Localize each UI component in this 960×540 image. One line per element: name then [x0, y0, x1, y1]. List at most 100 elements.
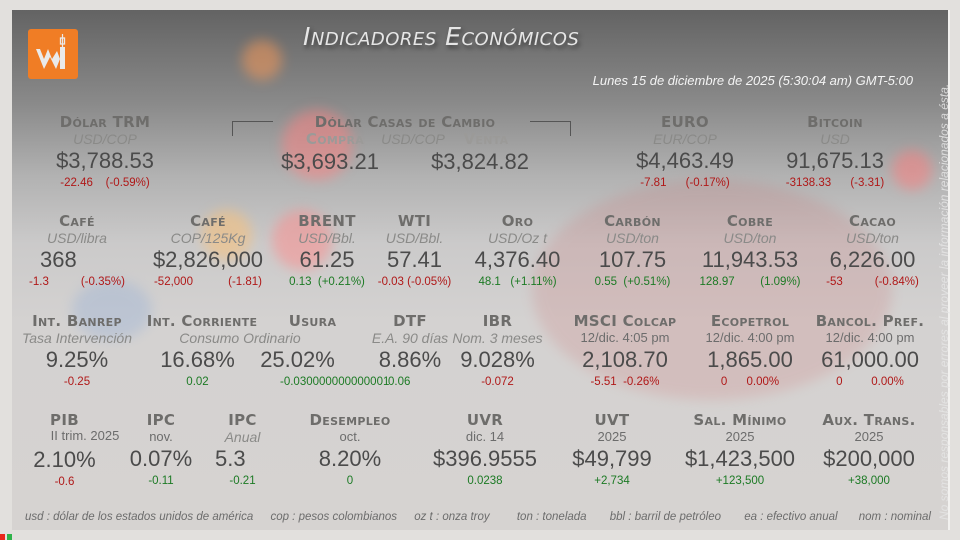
indicator-name: Dólar Casas de Cambio — [314, 113, 496, 131]
indicator-ecopetrol: Ecopetrol 12/dic. 4:00 pm 1,865.00 0 0.0… — [690, 312, 810, 390]
indicator-change: 128.97 (1.09%) — [699, 276, 801, 288]
indicator-name: DTF — [393, 312, 427, 330]
decor-glow — [242, 40, 282, 80]
indicator-wti: WTI USD/Bbl. 57.41 -0.03 (-0.05%) — [372, 212, 457, 290]
indicator-value: 107.75 — [598, 247, 667, 272]
pib-unit: II trim. 2025 — [45, 428, 125, 444]
indicator-name: WTI — [397, 212, 432, 230]
indicator-name: PIB — [50, 411, 79, 429]
indicator-value: $2,826,000 — [152, 247, 264, 272]
indicator-name: Cacao — [849, 212, 896, 230]
indicator-usura: Usura — [275, 312, 350, 330]
indicator-name: IPC — [228, 411, 257, 429]
indicator-unit: USD — [820, 131, 850, 147]
indicator-pib: PIB — [22, 411, 107, 429]
compra-value: $3,693.21 — [270, 148, 390, 176]
glossary-item: nom : nominal — [858, 511, 931, 523]
decor-glow — [282, 110, 352, 180]
decor-glow — [532, 180, 892, 400]
indicator-value: 5.3 — [215, 446, 246, 471]
indicator-cafe-cop: Café COP/125Kg $2,826,000 -52,000 (-1.81… — [143, 212, 273, 290]
indicator-oro: Oro USD/Oz t 4,376.40 48.1 (+1.11%) — [460, 212, 575, 290]
decor-glow — [272, 210, 332, 270]
indicator-value: 2.10% — [33, 447, 96, 472]
indicator-value: 8.86% — [378, 347, 442, 372]
venta-label: Venta — [452, 130, 520, 148]
indicator-change: -1.3 (-0.35%) — [29, 276, 125, 288]
indicator-brent: BRENT USD/Bbl. 61.25 0.13 (+0.21%) — [282, 212, 372, 290]
indicator-uvr: UVR dic. 14 $396.9555 0.0238 — [425, 411, 545, 489]
indicator-change: -0.21 — [229, 475, 256, 487]
indicator-name: Oro — [501, 212, 534, 230]
indicator-value: $3,824.82 — [431, 149, 529, 174]
glossary-footer: usd : dólar de los estados unidos de amé… — [25, 511, 945, 523]
indicator-bitcoin: Bitcoin USD 91,675.13 -3138.33 (-3.31) — [770, 113, 900, 191]
indicator-value: $4,463.49 — [636, 148, 734, 173]
indicator-value: $1,423,500 — [684, 446, 796, 471]
indicator-value: 61,000.00 — [821, 347, 919, 372]
indicator-change: -3138.33 (-3.31) — [785, 177, 885, 189]
indicator-int-corriente: Int. Corriente — [142, 312, 262, 330]
page-title: Indicadores Económicos — [303, 22, 580, 51]
indicator-value: $3,693.21 — [281, 149, 379, 174]
indicator-change: +2,734 — [594, 475, 630, 487]
indicator-change: -0.03 (-0.05%) — [377, 276, 452, 288]
indicator-unit: USD/Oz t — [487, 230, 548, 246]
indicator-change: +38,000 — [848, 475, 890, 487]
indicator-name: Bitcoin — [807, 113, 863, 131]
indicator-change: 0.55 (+0.51%) — [594, 276, 671, 288]
indicator-value: 61.25 — [299, 247, 355, 272]
indicator-name: Aux. Trans. — [822, 411, 916, 429]
indicator-unit: 12/dic. 4:05 pm — [580, 330, 670, 345]
indicator-value: 368 — [40, 247, 77, 272]
indicator-name: Cobre — [726, 212, 774, 230]
indicator-change: -0.072 — [481, 376, 514, 388]
indicator-change: 0.13 (+0.21%) — [289, 276, 365, 288]
indicator-unit: dic. 14 — [465, 429, 505, 444]
glossary-item: cop : pesos colombianos — [270, 511, 398, 523]
indicator-dtf: DTF E.A. 90 días 8.86% — [365, 312, 455, 374]
indicator-unit: 2025 — [854, 429, 884, 444]
indicator-unit: Anual — [224, 429, 261, 445]
indicator-value: 8.20% — [318, 446, 382, 471]
glossary-item: ton : tonelada — [516, 511, 587, 523]
indicator-value: 9.028% — [460, 347, 535, 372]
indicator-name: Café — [59, 212, 95, 230]
indicator-cobre: Cobre USD/ton 11,943.53 128.97 (1.09%) — [690, 212, 810, 290]
glossary-item: bbl : barril de petróleo — [609, 511, 721, 523]
indicator-value: $396.9555 — [433, 446, 537, 471]
indicator-unit: USD/Bbl. — [298, 230, 356, 246]
glossary-item: oz t : onza troy — [414, 511, 490, 523]
compra-label-text: Compra — [305, 130, 365, 148]
indicator-cacao: Cacao USD/ton 6,226.00 -53 (-0.84%) — [815, 212, 930, 290]
indicator-unit: 12/dic. 4:00 pm — [705, 330, 795, 345]
indicator-name: Int. Corriente — [146, 312, 258, 330]
indicator-unit: 2025 — [597, 429, 627, 444]
indicator-value: 57.41 — [386, 247, 443, 272]
indicator-name: MSCI Colcap — [573, 312, 677, 330]
indicator-value: 0.07% — [129, 446, 193, 471]
indicator-unit: USD/Bbl. — [385, 230, 444, 246]
decor-glow — [892, 150, 932, 190]
indicator-value: 16.68% — [160, 347, 235, 372]
indicator-name: Usura — [288, 312, 337, 330]
indicator-change: -0.11 — [148, 475, 174, 487]
indicator-carbon: Carbón USD/ton 107.75 0.55 (+0.51%) — [580, 212, 685, 290]
indicator-unit: oct. — [339, 429, 361, 444]
indicator-change: -7.81 (-0.17%) — [640, 177, 730, 189]
indicator-unit: USD/ton — [606, 230, 659, 246]
casas-unit: USD/COP — [378, 131, 448, 147]
indicator-dolar-trm: Dólar TRM USD/COP $3,788.53 -22.46 (-0.5… — [40, 113, 170, 191]
wi-logo-icon[interactable] — [28, 29, 78, 79]
indicator-name: UVT — [594, 411, 630, 429]
indicator-name: Sal. Mínimo — [693, 411, 787, 429]
usura-change: -0.030000000000001 — [280, 374, 389, 390]
indicator-unit: Nom. 3 meses — [452, 330, 543, 346]
indicator-value: 25.02% — [260, 347, 335, 372]
indicator-name: IBR — [482, 312, 513, 330]
indicator-unit: USD/COP — [73, 131, 137, 147]
indicator-unit: COP/125Kg — [170, 230, 246, 246]
indicator-ibr: IBR Nom. 3 meses 9.028% -0.072 — [450, 312, 545, 390]
indicator-value: 9.25% — [45, 347, 109, 372]
indicator-value: $49,799 — [572, 446, 652, 471]
